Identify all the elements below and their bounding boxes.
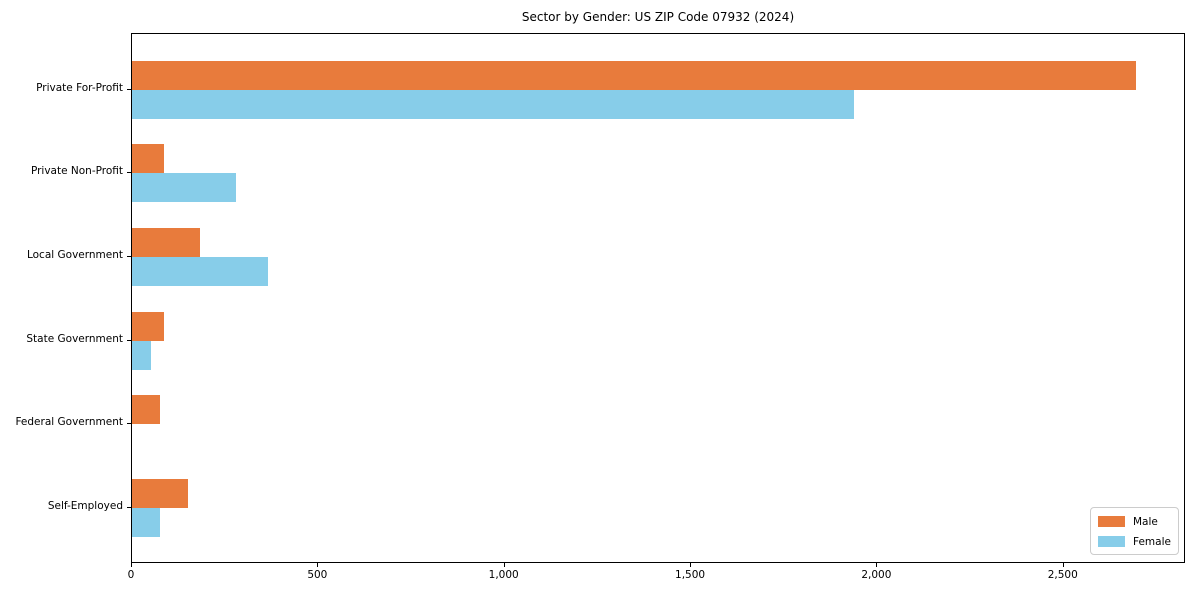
ytick-mark: [127, 339, 131, 341]
bar-private-for-profit-female: [132, 89, 854, 119]
legend-label-female: Female: [1133, 535, 1171, 548]
ytick-label-private-non-profit: Private Non-Profit: [30, 165, 123, 178]
ytick-mark: [127, 255, 131, 257]
legend-entry-male: Male: [1098, 513, 1171, 530]
legend-entry-female: Female: [1098, 533, 1171, 550]
ytick-label-federal-government: Federal Government: [15, 416, 123, 429]
ytick-label-self-employed: Self-Employed: [47, 500, 123, 512]
xtick-mark: [131, 563, 132, 567]
ytick-label-private-for-profit: Private For-Profit: [36, 81, 123, 94]
legend: Male Female: [1090, 507, 1179, 555]
xtick-mark: [1062, 563, 1064, 567]
xtick-label-2500: 2,500: [1047, 569, 1078, 581]
legend-swatch-female: [1098, 536, 1125, 547]
ytick-label-state-government: State Government: [26, 332, 123, 345]
xtick-mark: [503, 563, 505, 567]
bar-self-employed-female: [132, 508, 160, 537]
xtick-label-1000: 1,000: [488, 569, 519, 581]
ytick-label-local-government: Local Government: [26, 248, 123, 261]
xtick-label-2000: 2,000: [861, 569, 892, 581]
xtick-mark: [317, 563, 319, 567]
bar-private-non-profit-female: [132, 173, 236, 203]
xtick-mark: [876, 563, 878, 567]
bar-private-for-profit-male: [132, 60, 1136, 90]
plot-area: [131, 33, 1185, 563]
bar-private-non-profit-male: [132, 144, 164, 174]
bar-state-government-female: [132, 340, 151, 370]
xtick-label-0: 0: [127, 569, 135, 581]
ytick-mark: [127, 172, 131, 174]
bar-federal-government-male: [132, 395, 160, 425]
xtick-label-1500: 1,500: [675, 569, 706, 581]
bar-local-government-female: [132, 256, 268, 286]
chart-title: Sector by Gender: US ZIP Code 07932 (202…: [521, 10, 795, 24]
xtick-label-500: 500: [307, 569, 328, 581]
ytick-mark: [127, 88, 131, 90]
bar-local-government-male: [132, 227, 200, 257]
bar-state-government-male: [132, 311, 164, 341]
bar-self-employed-male: [132, 479, 188, 508]
ytick-mark: [127, 507, 131, 508]
legend-label-male: Male: [1133, 515, 1158, 528]
legend-swatch-male: [1098, 516, 1125, 527]
ytick-mark: [127, 423, 131, 425]
xtick-mark: [690, 563, 692, 567]
